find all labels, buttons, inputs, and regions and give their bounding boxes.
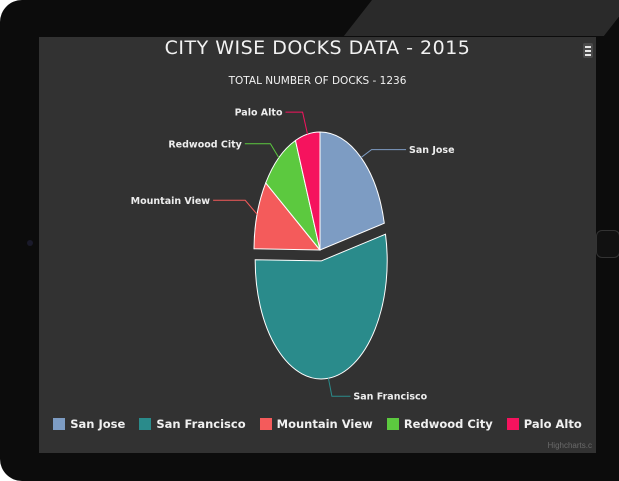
legend-item-san-jose[interactable]: San Jose [53, 417, 125, 431]
legend-swatch [53, 418, 66, 430]
label-connector [360, 149, 407, 158]
data-label: San Francisco [353, 392, 427, 403]
label-connector [285, 111, 308, 135]
chart-screen: CITY WISE DOCKS DATA - 2015 TOTAL NUMBER… [39, 37, 596, 453]
chart-menu-icon[interactable] [583, 43, 593, 58]
legend-item-mountain-view[interactable]: Mountain View [259, 417, 373, 431]
legend-label: San Francisco [156, 417, 246, 431]
tablet-glare [343, 0, 619, 36]
data-label: San Jose [409, 145, 454, 156]
data-label: Mountain View [131, 196, 211, 207]
chart-legend: San Jose San Francisco Mountain View Redwoo… [39, 417, 596, 431]
legend-swatch [139, 418, 152, 430]
chart-subtitle: TOTAL NUMBER OF DOCKS - 1236 [228, 75, 407, 87]
label-connector [244, 143, 280, 159]
pie-slice-palo-alto[interactable] [294, 131, 321, 251]
legend-item-palo-alto[interactable]: Palo Alto [506, 417, 582, 431]
pie-chart: San Jose San Francisco Mountain View Redwoo… [131, 108, 455, 403]
chart-title: CITY WISE DOCKS DATA - 2015 [164, 37, 471, 59]
legend-label: San Jose [70, 417, 126, 431]
data-label: Redwood City [168, 139, 242, 150]
legend-label: Palo Alto [523, 417, 582, 431]
legend-label: Mountain View [276, 417, 373, 431]
home-button[interactable] [596, 230, 619, 258]
label-connector [327, 378, 351, 397]
credits-link[interactable]: Highcharts.c [547, 441, 592, 450]
camera-dot [27, 240, 33, 246]
data-label: Palo Alto [235, 108, 283, 119]
label-connector [213, 199, 258, 215]
legend-swatch [259, 418, 272, 430]
legend-swatch [506, 418, 519, 430]
legend-item-san-francisco[interactable]: San Francisco [139, 417, 246, 431]
legend-item-redwood-city[interactable]: Redwood City [386, 417, 493, 431]
legend-swatch [386, 418, 399, 430]
legend-label: Redwood City [403, 417, 493, 431]
pie-slice-san-francisco[interactable] [254, 233, 388, 380]
